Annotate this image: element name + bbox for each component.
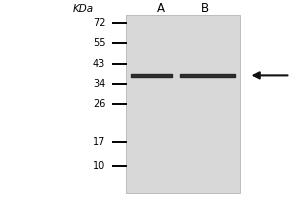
Text: B: B: [201, 2, 209, 15]
Text: 72: 72: [93, 18, 105, 28]
Text: 43: 43: [93, 59, 105, 69]
Text: 26: 26: [93, 99, 105, 109]
Text: A: A: [157, 2, 164, 15]
Text: 17: 17: [93, 137, 105, 147]
Text: KDa: KDa: [72, 4, 93, 14]
Text: 55: 55: [93, 38, 105, 48]
Text: 34: 34: [93, 79, 105, 89]
Text: 10: 10: [93, 161, 105, 171]
Bar: [126, 15, 240, 193]
